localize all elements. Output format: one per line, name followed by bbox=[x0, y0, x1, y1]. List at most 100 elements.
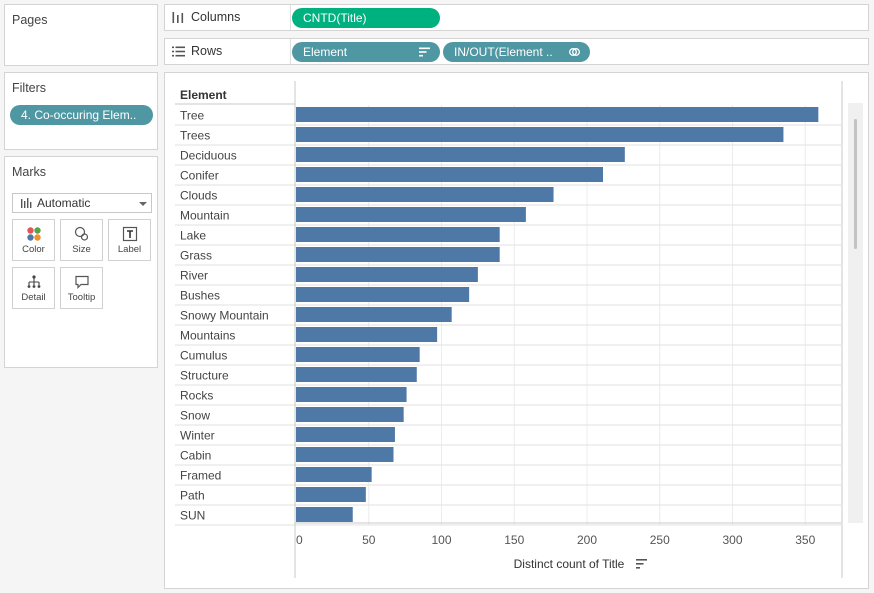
x-tick-label: 200 bbox=[577, 533, 597, 547]
row-label[interactable]: Trees bbox=[180, 129, 210, 143]
bar[interactable] bbox=[296, 227, 500, 242]
color-button-label: Color bbox=[22, 244, 45, 255]
columns-shelf-label: Columns bbox=[165, 5, 291, 30]
scrollbar-track[interactable] bbox=[848, 103, 863, 523]
bar[interactable] bbox=[296, 267, 478, 282]
color-dots-icon bbox=[26, 227, 41, 241]
bar[interactable] bbox=[296, 427, 395, 442]
bar[interactable] bbox=[296, 167, 604, 182]
element-pill-label: Element bbox=[303, 45, 348, 59]
x-tick-label: 300 bbox=[722, 533, 742, 547]
filter-pill[interactable]: 4. Co-occuring Elem.. bbox=[10, 105, 153, 125]
bar[interactable] bbox=[296, 247, 500, 262]
row-label[interactable]: Snowy Mountain bbox=[180, 309, 269, 323]
row-label[interactable]: Path bbox=[180, 489, 205, 503]
in-out-pill-label: IN/OUT(Element .. bbox=[454, 45, 553, 59]
columns-label-text: Columns bbox=[191, 10, 241, 24]
bar-chart: Element Tree Trees Deciduous Conifer Clouds Mo… bbox=[175, 81, 863, 578]
mark-type-select[interactable]: Automatic bbox=[12, 193, 152, 213]
bar[interactable] bbox=[296, 207, 526, 222]
x-tick-label: 100 bbox=[431, 533, 451, 547]
bar[interactable] bbox=[296, 367, 417, 382]
columns-icon bbox=[172, 12, 184, 23]
in-out-element-pill[interactable]: IN/OUT(Element .. bbox=[443, 42, 590, 62]
x-tick-label: 150 bbox=[504, 533, 524, 547]
rows-shelf[interactable]: Rows Element IN/OUT(Element .. bbox=[164, 38, 869, 65]
row-label[interactable]: Deciduous bbox=[180, 149, 237, 163]
row-label[interactable]: SUN bbox=[180, 509, 205, 523]
row-label[interactable]: Clouds bbox=[180, 189, 217, 203]
marks-card: Marks Automatic Color Size Label bbox=[4, 156, 158, 368]
detail-button[interactable]: Detail bbox=[12, 267, 55, 309]
filters-title: Filters bbox=[12, 81, 47, 95]
bar-chart-icon bbox=[21, 198, 32, 208]
label-button-label: Label bbox=[117, 244, 142, 255]
size-button-label: Size bbox=[72, 244, 91, 255]
pages-card[interactable]: Pages bbox=[4, 4, 158, 66]
bar[interactable] bbox=[296, 487, 366, 502]
sort-icon-bar[interactable] bbox=[636, 567, 640, 569]
rows-icon bbox=[172, 46, 185, 57]
sort-icon-bar[interactable] bbox=[636, 563, 644, 565]
label-button[interactable]: Label bbox=[108, 219, 151, 261]
tooltip-button-label: Tooltip bbox=[67, 292, 96, 303]
row-label[interactable]: Structure bbox=[180, 369, 229, 383]
row-label[interactable]: Rocks bbox=[180, 389, 213, 403]
bar[interactable] bbox=[296, 467, 372, 482]
row-header: Element bbox=[180, 88, 227, 102]
bar[interactable] bbox=[296, 107, 819, 122]
row-label[interactable]: Snow bbox=[180, 409, 210, 423]
rows-shelf-label: Rows bbox=[165, 39, 291, 64]
text-label-icon bbox=[122, 226, 137, 242]
color-button[interactable]: Color bbox=[12, 219, 55, 261]
bar[interactable] bbox=[296, 347, 420, 362]
rows-label-text: Rows bbox=[191, 44, 223, 58]
row-label[interactable]: Bushes bbox=[180, 289, 220, 303]
cntd-title-pill[interactable]: CNTD(Title) bbox=[292, 8, 440, 28]
x-axis-title: Distinct count of Title bbox=[514, 557, 625, 571]
bar[interactable] bbox=[296, 187, 554, 202]
x-tick-label: 0 bbox=[296, 533, 303, 547]
bar[interactable] bbox=[296, 287, 470, 302]
set-link-icon bbox=[569, 48, 580, 56]
marks-title: Marks bbox=[12, 165, 47, 179]
row-label[interactable]: Cabin bbox=[180, 449, 211, 463]
size-button[interactable]: Size bbox=[60, 219, 103, 261]
bar[interactable] bbox=[296, 407, 404, 422]
size-circles-icon bbox=[74, 226, 88, 241]
scrollbar-thumb[interactable] bbox=[854, 119, 857, 249]
x-tick-label: 50 bbox=[362, 533, 376, 547]
detail-button-label: Detail bbox=[21, 292, 46, 303]
bar[interactable] bbox=[296, 327, 438, 342]
row-label[interactable]: Cumulus bbox=[180, 349, 227, 363]
bar[interactable] bbox=[296, 387, 407, 402]
row-label[interactable]: Tree bbox=[180, 109, 205, 123]
tooltip-button[interactable]: Tooltip bbox=[60, 267, 103, 309]
mark-type-value: Automatic bbox=[37, 196, 91, 210]
row-label[interactable]: Mountain bbox=[180, 209, 229, 223]
viz-area: Element Tree Trees Deciduous Conifer Clouds Mo… bbox=[164, 72, 869, 589]
pages-title: Pages bbox=[12, 13, 48, 27]
bar[interactable] bbox=[296, 507, 353, 522]
row-label[interactable]: Mountains bbox=[180, 329, 235, 343]
columns-shelf[interactable]: Columns CNTD(Title) bbox=[164, 4, 869, 31]
bar[interactable] bbox=[296, 147, 625, 162]
element-pill[interactable]: Element bbox=[292, 42, 440, 62]
x-tick-label: 350 bbox=[795, 533, 815, 547]
speech-bubble-icon bbox=[74, 275, 89, 289]
row-label[interactable]: Framed bbox=[180, 469, 221, 483]
filters-card: Filters 4. Co-occuring Elem.. bbox=[4, 72, 158, 150]
bar[interactable] bbox=[296, 447, 394, 462]
bar[interactable] bbox=[296, 127, 784, 142]
chevron-down-icon[interactable] bbox=[139, 202, 147, 206]
row-label[interactable]: River bbox=[180, 269, 208, 283]
row-label[interactable]: Conifer bbox=[180, 169, 219, 183]
row-label[interactable]: Lake bbox=[180, 229, 206, 243]
row-label[interactable]: Winter bbox=[180, 429, 215, 443]
x-tick-label: 250 bbox=[650, 533, 670, 547]
sort-descending-icon[interactable] bbox=[419, 47, 430, 57]
bar[interactable] bbox=[296, 307, 452, 322]
row-label[interactable]: Grass bbox=[180, 249, 212, 263]
detail-tree-icon bbox=[27, 275, 40, 288]
sort-icon-bar[interactable] bbox=[636, 559, 647, 561]
